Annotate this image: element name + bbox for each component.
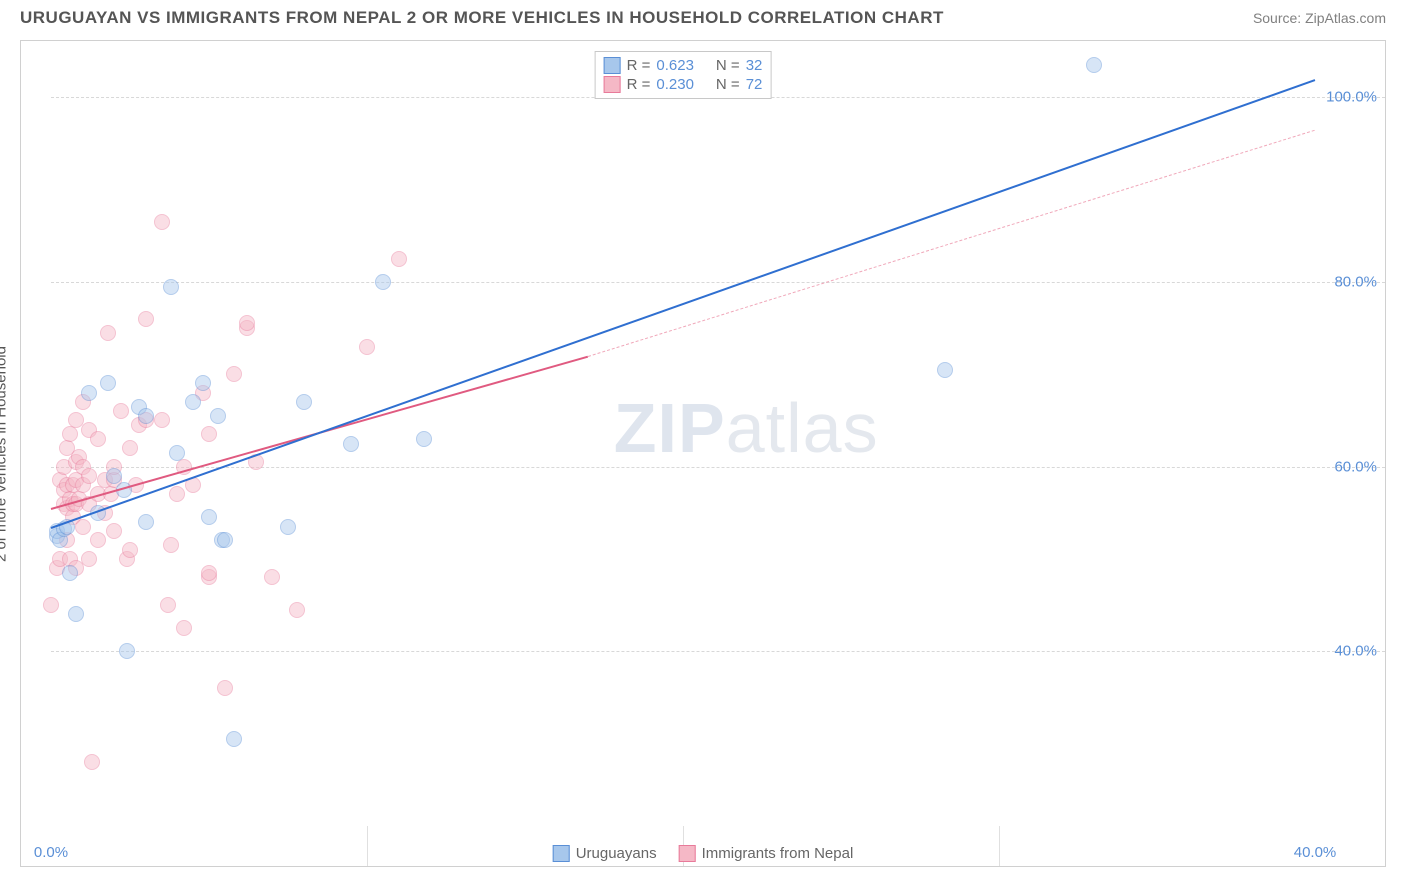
scatter-point (169, 486, 185, 502)
scatter-point (62, 565, 78, 581)
scatter-point (176, 620, 192, 636)
scatter-point (201, 565, 217, 581)
scatter-point (100, 325, 116, 341)
chart-title: URUGUAYAN VS IMMIGRANTS FROM NEPAL 2 OR … (20, 8, 944, 28)
scatter-point (90, 532, 106, 548)
legend-swatch (679, 845, 696, 862)
legend-swatch (553, 845, 570, 862)
r-value: 0.230 (656, 76, 694, 93)
scatter-point (75, 519, 91, 535)
scatter-point (163, 279, 179, 295)
scatter-point (43, 597, 59, 613)
legend-swatch (604, 57, 621, 74)
source-label: Source: ZipAtlas.com (1253, 10, 1386, 26)
scatter-point (113, 403, 129, 419)
scatter-point (122, 440, 138, 456)
scatter-point (81, 551, 97, 567)
scatter-point (937, 362, 953, 378)
scatter-point (90, 431, 106, 447)
scatter-point (119, 643, 135, 659)
y-tick-label: 80.0% (1334, 273, 1377, 290)
scatter-point (138, 311, 154, 327)
scatter-point (122, 542, 138, 558)
scatter-point (226, 366, 242, 382)
n-value: 72 (746, 76, 763, 93)
scatter-point (160, 597, 176, 613)
scatter-point (217, 680, 233, 696)
scatter-point (201, 509, 217, 525)
scatter-point (239, 315, 255, 331)
scatter-point (100, 375, 116, 391)
bottom-legend: Uruguayans Immigrants from Nepal (553, 845, 854, 862)
stats-legend-box: R = 0.623 N = 32 R = 0.230 N = 72 (595, 51, 772, 99)
trend-line (588, 130, 1315, 357)
n-value: 32 (746, 57, 763, 74)
scatter-point (138, 514, 154, 530)
scatter-point (81, 468, 97, 484)
y-tick-label: 100.0% (1326, 89, 1377, 106)
scatter-point (343, 436, 359, 452)
scatter-point (416, 431, 432, 447)
x-tick-label: 0.0% (34, 844, 68, 861)
trend-line (51, 79, 1316, 529)
y-axis-label: 2 or more Vehicles in Household (0, 346, 10, 562)
scatter-point (201, 426, 217, 442)
legend-label: Immigrants from Nepal (702, 845, 854, 862)
scatter-point (217, 532, 233, 548)
legend-item: Uruguayans (553, 845, 657, 862)
scatter-point (154, 214, 170, 230)
x-tick-minor (367, 826, 368, 866)
grid-line (51, 651, 1385, 652)
legend-item: Immigrants from Nepal (679, 845, 854, 862)
scatter-point (62, 426, 78, 442)
r-label: R = (627, 57, 651, 74)
scatter-point (391, 251, 407, 267)
n-label: N = (716, 76, 740, 93)
scatter-point (1086, 57, 1102, 73)
scatter-point (84, 754, 100, 770)
stats-row: R = 0.230 N = 72 (604, 75, 763, 94)
n-label: N = (716, 57, 740, 74)
scatter-point (375, 274, 391, 290)
scatter-point (289, 602, 305, 618)
plot-area: ZIPatlas 40.0%60.0%80.0%100.0%0.0%40.0% … (51, 51, 1315, 836)
grid-line (51, 282, 1385, 283)
scatter-point (169, 445, 185, 461)
scatter-point (81, 385, 97, 401)
x-tick-minor (999, 826, 1000, 866)
scatter-point (210, 408, 226, 424)
legend-swatch (604, 76, 621, 93)
legend-label: Uruguayans (576, 845, 657, 862)
scatter-point (106, 523, 122, 539)
r-label: R = (627, 76, 651, 93)
r-value: 0.623 (656, 57, 694, 74)
scatter-point (359, 339, 375, 355)
scatter-point (195, 375, 211, 391)
scatter-point (280, 519, 296, 535)
chart-container: 2 or more Vehicles in Household ZIPatlas… (20, 40, 1386, 867)
y-tick-label: 40.0% (1334, 643, 1377, 660)
stats-row: R = 0.623 N = 32 (604, 56, 763, 75)
scatter-point (154, 412, 170, 428)
scatter-point (226, 731, 242, 747)
scatter-point (163, 537, 179, 553)
scatter-point (185, 394, 201, 410)
scatter-point (68, 606, 84, 622)
y-tick-label: 60.0% (1334, 458, 1377, 475)
scatter-point (296, 394, 312, 410)
scatter-point (138, 408, 154, 424)
x-tick-label: 40.0% (1294, 844, 1337, 861)
scatter-point (264, 569, 280, 585)
